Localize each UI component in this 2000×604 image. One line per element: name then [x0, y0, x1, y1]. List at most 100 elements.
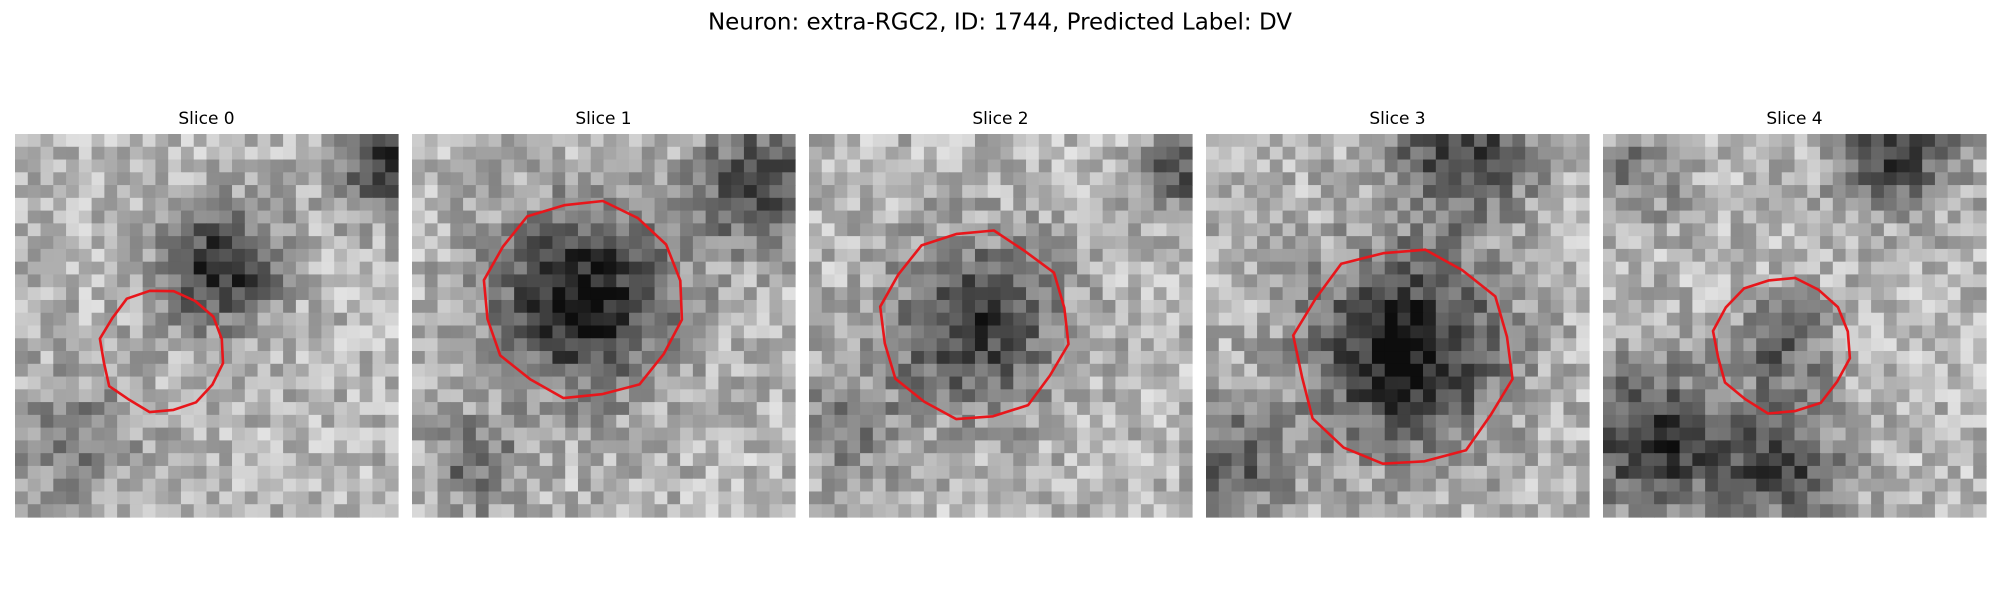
pixel	[155, 504, 169, 518]
pixel	[1397, 185, 1411, 199]
pixel	[1512, 478, 1526, 493]
pixel	[1768, 478, 1783, 493]
pixel	[1563, 312, 1577, 327]
pixel	[1128, 159, 1142, 173]
pixel	[1320, 351, 1335, 365]
pixel	[155, 402, 169, 416]
pixel	[1871, 453, 1885, 467]
pixel	[1231, 159, 1245, 173]
pixel	[129, 146, 144, 161]
pixel	[1603, 427, 1617, 441]
pixel	[437, 427, 451, 441]
pixel	[1820, 299, 1834, 314]
pixel	[987, 402, 1002, 416]
pixel	[1410, 197, 1424, 212]
pixel	[1038, 299, 1053, 314]
pixel	[1858, 453, 1872, 467]
pixel	[359, 223, 374, 237]
pixel	[629, 274, 643, 288]
pixel	[1615, 325, 1630, 339]
pixel	[78, 440, 93, 454]
pixel	[334, 504, 348, 518]
pixel	[334, 287, 348, 301]
pixel	[1934, 146, 1949, 161]
pixel	[1153, 414, 1168, 429]
pixel	[1794, 338, 1808, 352]
pixel	[412, 504, 426, 518]
pixel	[1115, 338, 1129, 352]
pixel	[885, 236, 899, 250]
pixel	[206, 402, 220, 416]
pixel	[1807, 465, 1821, 480]
pixel	[66, 299, 80, 314]
pixel	[949, 465, 963, 480]
pixel	[1448, 146, 1462, 161]
pixel	[936, 134, 951, 148]
pixel	[219, 376, 233, 390]
pixel	[1756, 478, 1770, 493]
pixel	[962, 389, 976, 403]
pixel	[1781, 427, 1796, 441]
pixel	[412, 134, 426, 148]
pixel	[1051, 325, 1065, 339]
pixel	[1461, 427, 1475, 441]
pixel	[1038, 134, 1053, 148]
pixel	[372, 223, 386, 237]
pixel	[1807, 389, 1821, 403]
pixel	[1743, 427, 1757, 441]
pixel	[1499, 402, 1513, 416]
pixel	[1128, 185, 1142, 199]
pixel	[1486, 325, 1501, 339]
pixel	[1206, 465, 1220, 480]
pixel	[1026, 172, 1040, 186]
pixel	[1244, 338, 1258, 352]
pixel	[1807, 261, 1821, 276]
pixel	[27, 299, 42, 314]
pixel	[424, 453, 439, 467]
pixel	[1525, 172, 1539, 186]
pixel	[1550, 504, 1565, 518]
pixel	[475, 287, 490, 301]
pixel	[129, 338, 144, 352]
pixel	[180, 338, 195, 352]
pixel	[1550, 414, 1565, 429]
pixel	[1550, 478, 1565, 493]
pixel	[244, 159, 259, 173]
pixel	[769, 389, 783, 403]
pixel	[91, 274, 105, 288]
pixel	[385, 312, 399, 327]
pixel	[731, 338, 745, 352]
pixel	[1038, 185, 1053, 199]
pixel	[692, 197, 707, 212]
pixel	[1781, 478, 1796, 493]
pixel	[1423, 185, 1437, 199]
pixel	[1654, 274, 1668, 288]
pixel	[603, 325, 617, 339]
pixel	[488, 185, 502, 199]
pixel	[1512, 402, 1526, 416]
pixel	[911, 223, 925, 237]
pixel	[1858, 402, 1872, 416]
pixel	[603, 376, 617, 390]
pixel	[1537, 197, 1552, 212]
pixel	[450, 414, 464, 429]
pixel	[1064, 159, 1078, 173]
pixel	[1257, 453, 1271, 467]
pixel	[1550, 261, 1565, 276]
pixel	[860, 146, 874, 161]
pixel	[1628, 338, 1642, 352]
pixel	[283, 172, 297, 186]
pixel	[437, 312, 451, 327]
pixel	[1756, 491, 1770, 505]
pixel	[1089, 146, 1104, 161]
pixel	[1666, 185, 1681, 199]
pixel	[1845, 261, 1859, 276]
pixel	[501, 363, 515, 378]
pixel	[1461, 478, 1475, 493]
pixel	[769, 261, 783, 276]
pixel	[718, 427, 732, 441]
pixel	[577, 299, 592, 314]
pixel	[1166, 312, 1180, 327]
pixel	[244, 491, 259, 505]
